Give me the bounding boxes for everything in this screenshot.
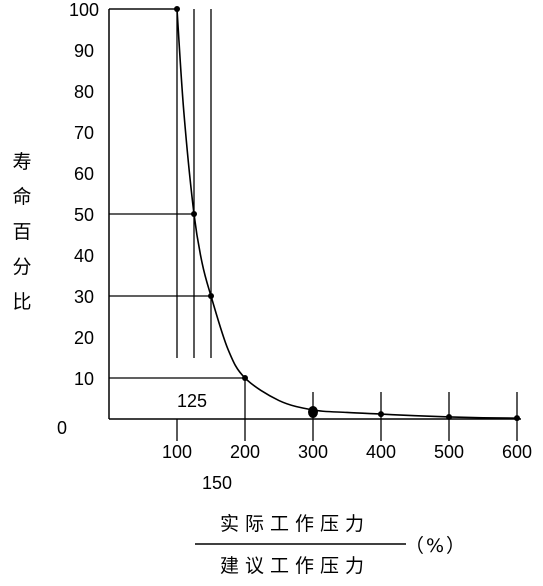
data-point-6 <box>378 411 384 418</box>
y-label-char-4: 比 <box>12 291 31 313</box>
reference-lines <box>109 8 518 441</box>
y-label-char-0: 寿 <box>12 151 31 173</box>
x-axis-label: 实际工作压力 建议工作压力 （%） <box>195 513 467 577</box>
y-tick-70: 70 <box>74 123 94 143</box>
x-extra-label: 150 <box>202 473 232 493</box>
y-tick-0: 0 <box>57 418 67 438</box>
data-point-3 <box>242 375 248 381</box>
y-tick-30: 30 <box>74 287 94 307</box>
x-tick-500: 500 <box>434 442 464 462</box>
x-tick-200: 200 <box>230 442 260 462</box>
x-label-numerator: 实际工作压力 <box>220 513 370 535</box>
y-tick-80: 80 <box>74 82 94 102</box>
y-tick-20: 20 <box>74 328 94 348</box>
y-tick-40: 40 <box>74 246 94 266</box>
x-tick-300: 300 <box>298 442 328 462</box>
data-point-cluster-300 <box>308 406 318 419</box>
y-tick-50: 50 <box>74 205 94 225</box>
y-tick-labels: 0 10 20 30 40 50 60 70 80 90 100 <box>57 0 99 438</box>
x-label-unit: （%） <box>405 535 467 557</box>
data-point-2 <box>208 293 214 299</box>
y-tick-60: 60 <box>74 164 94 184</box>
x-tick-400: 400 <box>366 442 396 462</box>
x-tick-labels: 100 200 300 400 500 600 <box>162 442 532 462</box>
x-tick-100: 100 <box>162 442 192 462</box>
y-tick-10: 10 <box>74 369 94 389</box>
data-point-0 <box>174 6 180 12</box>
data-points <box>174 6 520 422</box>
y-tick-100: 100 <box>69 0 99 20</box>
x-tick-600: 600 <box>502 442 532 462</box>
y-label-char-3: 分 <box>12 256 31 278</box>
data-point-1 <box>191 211 197 217</box>
y-label-char-2: 百 <box>12 221 31 243</box>
y-tick-90: 90 <box>74 41 94 61</box>
annotation-label: 125 <box>177 391 207 411</box>
y-label-char-1: 命 <box>12 186 31 208</box>
curve-group <box>176 8 518 419</box>
x-label-denominator: 建议工作压力 <box>220 555 370 577</box>
life-curve <box>176 8 518 419</box>
data-point-7 <box>446 413 452 420</box>
data-point-8 <box>514 415 520 422</box>
